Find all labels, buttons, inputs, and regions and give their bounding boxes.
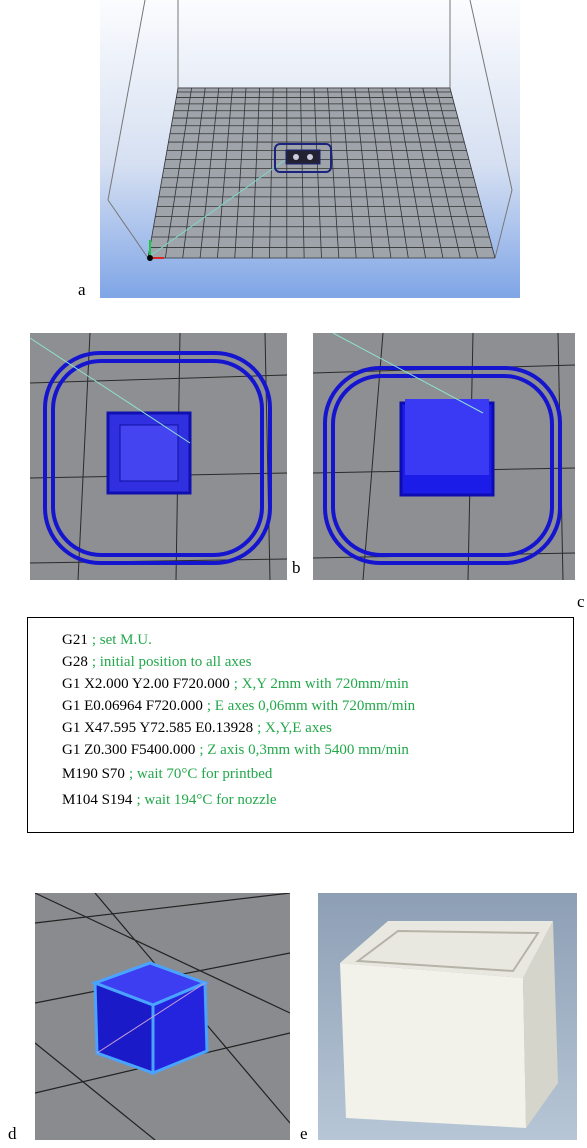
gcode-command: M190 S70 xyxy=(62,766,125,782)
panel-label: e xyxy=(300,1124,308,1144)
gcode-line: G21; set M.U. xyxy=(62,629,573,651)
panel-label: b xyxy=(292,558,301,578)
gcode-comment: ; wait 194°C for nozzle xyxy=(136,792,276,808)
gcode-command: G1 X2.000 Y2.00 F720.000 xyxy=(62,676,230,692)
gcode-comment: ; initial position to all axes xyxy=(92,654,252,670)
gcode-comment: ; set M.U. xyxy=(92,632,152,648)
gcode-command: G21 xyxy=(62,632,88,648)
gcode-line: M190 S70; wait 70°C for printbed xyxy=(62,761,573,787)
figure-e xyxy=(318,893,577,1140)
gcode-line: G1 X2.000 Y2.00 F720.000; X,Y 2mm with 7… xyxy=(62,673,573,695)
gcode-command: G1 X47.595 Y72.585 E0.13928 xyxy=(62,720,253,736)
gcode-line: G28; initial position to all axes xyxy=(62,651,573,673)
gcode-comment: ; X,Y 2mm with 720mm/min xyxy=(234,676,409,692)
gcode-command: G1 E0.06964 F720.000 xyxy=(62,698,203,714)
gcode-comment: ; Z axis 0,3mm with 5400 mm/min xyxy=(199,742,409,758)
figure-b-left xyxy=(30,333,287,580)
gcode-box: G21; set M.U.G28; initial position to al… xyxy=(27,617,574,833)
panel-label: c xyxy=(577,592,585,612)
gcode-line: M104 S194; wait 194°C for nozzle xyxy=(62,787,573,813)
gcode-command: M104 S194 xyxy=(62,792,132,808)
panel-label: a xyxy=(78,280,86,300)
figure-a xyxy=(100,0,520,298)
figure-d xyxy=(35,893,290,1140)
gcode-line: G1 E0.06964 F720.000; E axes 0,06mm with… xyxy=(62,695,573,717)
gcode-command: G1 Z0.300 F5400.000 xyxy=(62,742,195,758)
gcode-line: G1 X47.595 Y72.585 E0.13928; X,Y,E axes xyxy=(62,717,573,739)
gcode-line: G1 Z0.300 F5400.000; Z axis 0,3mm with 5… xyxy=(62,739,573,761)
gcode-comment: ; wait 70°C for printbed xyxy=(129,766,272,782)
gcode-comment: ; E axes 0,06mm with 720mm/min xyxy=(207,698,415,714)
gcode-command: G28 xyxy=(62,654,88,670)
gcode-comment: ; X,Y,E axes xyxy=(257,720,332,736)
page: a b c G21; set M.U.G28; initial position… xyxy=(0,0,587,1148)
panel-label: d xyxy=(8,1124,17,1144)
figure-b-right xyxy=(313,333,575,580)
